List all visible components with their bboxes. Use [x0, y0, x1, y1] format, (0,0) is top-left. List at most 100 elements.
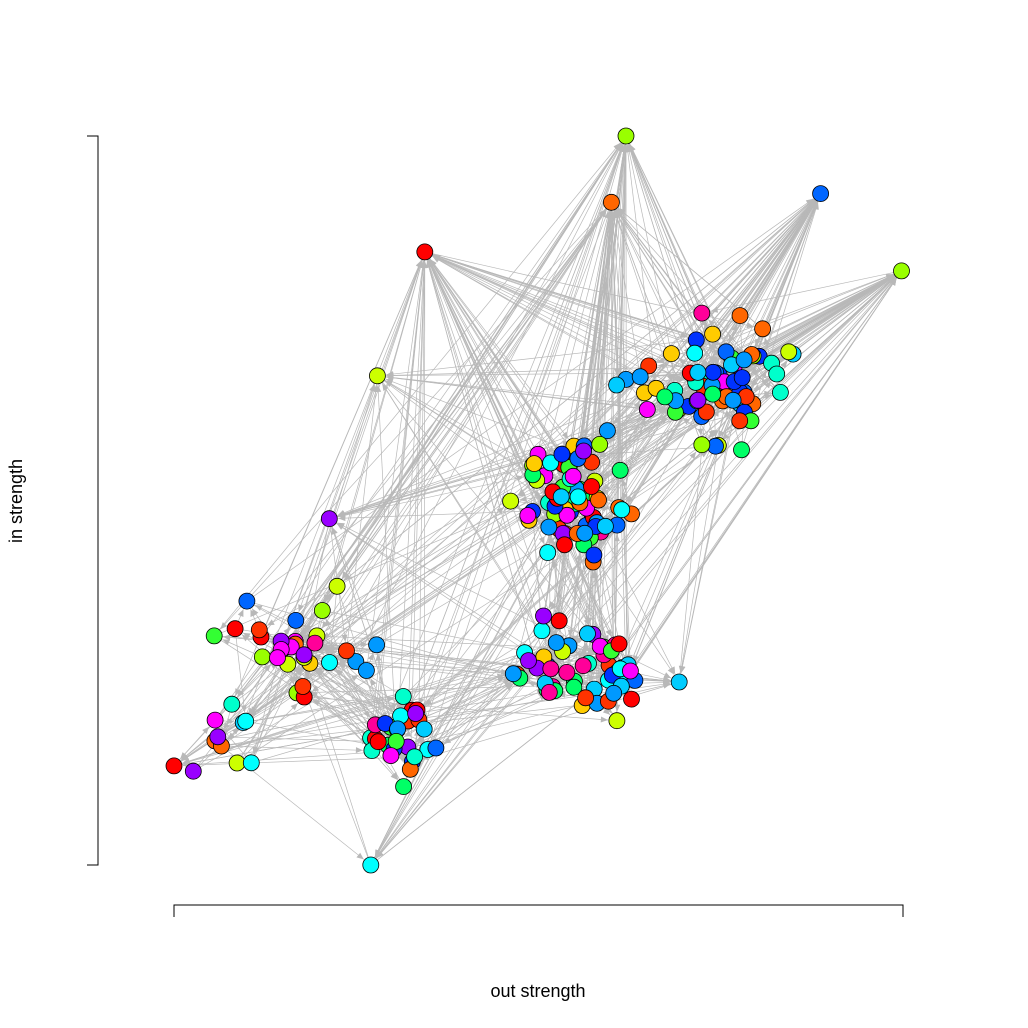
network-hub-node [320, 510, 338, 528]
network-edge [616, 209, 745, 393]
edge-arrowhead [328, 646, 335, 654]
network-edge [321, 202, 612, 629]
edge-arrowhead [587, 650, 596, 656]
node-layer [165, 127, 910, 874]
network-node [576, 524, 594, 542]
edge-arrowhead [232, 727, 240, 735]
network-node [733, 369, 751, 387]
network-edge [427, 144, 624, 750]
network-edge [242, 260, 422, 723]
network-edge [628, 144, 725, 382]
network-node [638, 401, 656, 418]
edge-arrowhead [535, 519, 544, 526]
edge-arrowhead [505, 683, 513, 691]
edge-arrowhead [324, 593, 332, 601]
edge-arrowhead [662, 407, 670, 415]
network-edge [316, 515, 525, 637]
network-node [250, 621, 268, 639]
network-edge [243, 674, 505, 723]
edge-arrowhead [613, 417, 621, 425]
network-node [313, 602, 331, 619]
network-hub-node [416, 243, 434, 261]
network-edge [427, 683, 513, 750]
network-edge [182, 645, 570, 764]
network-node [569, 488, 587, 506]
edge-arrowhead [886, 275, 894, 283]
edge-arrowhead [620, 144, 627, 153]
network-node [238, 592, 256, 610]
network-edge [424, 251, 736, 358]
edge-arrowhead [385, 378, 394, 385]
edge-arrowhead [649, 372, 657, 379]
network-edge [625, 444, 703, 503]
network-edge [253, 649, 282, 755]
network-edge [302, 506, 505, 687]
network-node [663, 345, 680, 363]
edge-arrowhead [697, 428, 704, 436]
network-node [415, 720, 433, 738]
edge-arrowhead [547, 538, 556, 545]
x-axis-title: out strength [490, 981, 585, 1001]
edge-arrowhead [552, 560, 559, 568]
network-node [553, 445, 571, 463]
network-edge [193, 653, 286, 772]
edge-arrowhead [729, 335, 735, 344]
edge-arrowhead [663, 679, 671, 686]
edge-arrowhead [312, 700, 321, 706]
network-edge [329, 143, 622, 663]
network-node [205, 627, 223, 645]
edge-arrowhead [387, 696, 395, 703]
network-edge [611, 202, 631, 663]
network-node [321, 654, 338, 671]
network-node [574, 657, 592, 675]
network-node [608, 376, 625, 394]
edge-arrowhead [746, 322, 754, 329]
network-edge [305, 694, 372, 866]
edge-arrowhead [708, 319, 716, 327]
network-edge [294, 193, 821, 659]
edge-arrowhead [430, 259, 437, 267]
edge-arrowhead [237, 689, 244, 698]
edge-arrowhead [317, 647, 325, 656]
network-edge [231, 648, 308, 705]
edge-arrowhead [424, 698, 433, 706]
network-node [610, 635, 628, 653]
edge-arrowhead [813, 202, 819, 210]
network-edge [386, 364, 735, 376]
network-edge [519, 201, 817, 679]
network-edge [217, 736, 370, 742]
edge-arrowhead [250, 609, 256, 617]
edge-arrowhead [613, 534, 620, 542]
network-edge [611, 211, 627, 380]
network-node [704, 385, 722, 403]
network-node [656, 388, 674, 406]
network-node [577, 689, 594, 707]
network-edge [173, 451, 568, 767]
network-edge [386, 339, 697, 376]
network-edge [304, 654, 544, 686]
edge-arrowhead [718, 430, 725, 438]
network-hub-node [812, 185, 829, 203]
network-edge [680, 377, 743, 674]
edge-arrowhead [538, 536, 545, 545]
edge-arrowhead [780, 361, 788, 369]
network-edge [217, 668, 304, 738]
edge-arrowhead [202, 726, 210, 734]
network-node [387, 733, 405, 750]
edge-arrowhead [667, 667, 675, 675]
network-edge [182, 756, 415, 766]
edge-arrowhead [341, 634, 348, 642]
network-edge [416, 676, 506, 711]
network-hub-node [368, 367, 386, 385]
edge-arrowhead [391, 772, 399, 780]
network-edge [432, 255, 701, 377]
edge-arrowhead [220, 622, 228, 630]
network-edge [427, 690, 566, 750]
network-node [697, 403, 715, 421]
network-edge [423, 626, 553, 730]
network-edge [424, 251, 569, 440]
network-node [724, 391, 742, 409]
edge-arrowhead [227, 718, 235, 725]
network-node [226, 620, 244, 638]
edge-arrowhead [241, 634, 250, 642]
